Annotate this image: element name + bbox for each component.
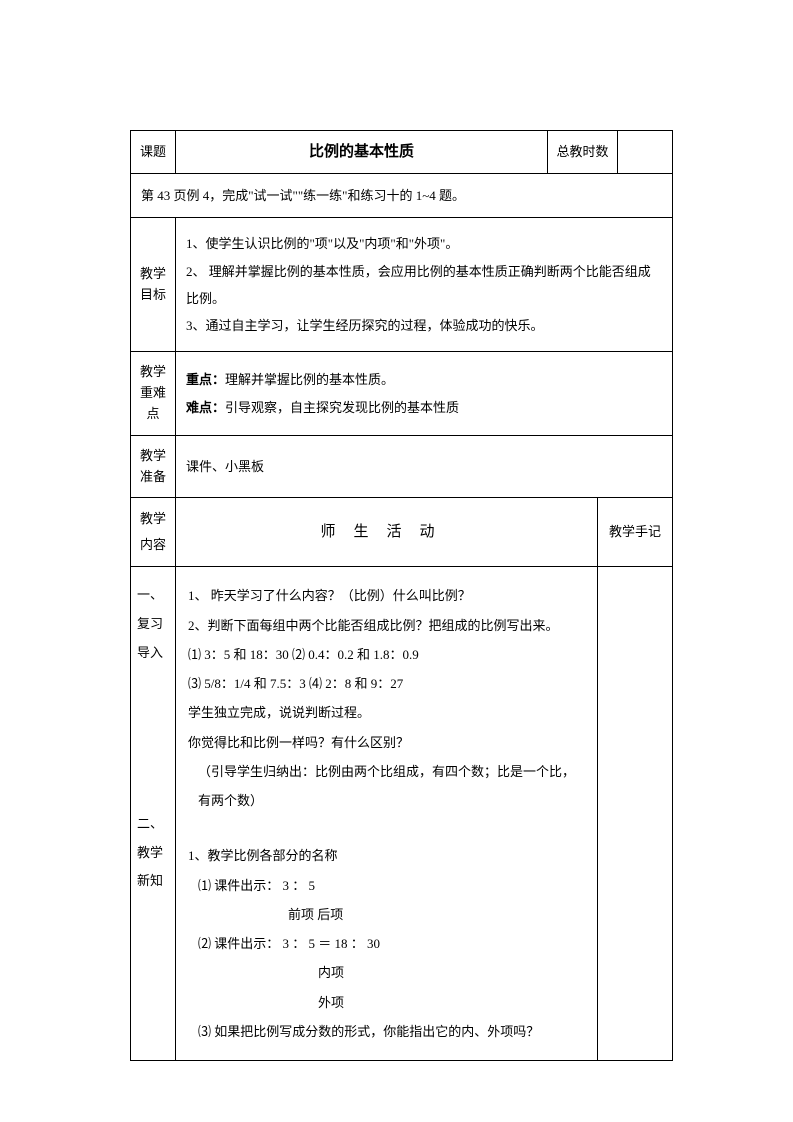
hours-value [618, 131, 673, 174]
topic-value: 比例的基本性质 [176, 131, 548, 174]
preparation-label: 教学准备 [131, 435, 176, 498]
section-labels: 一、复习导入 二、教学新知 [131, 567, 176, 1061]
objectives-label: 教学目标 [131, 218, 176, 352]
difficulty-text: 引导观察，自主探究发现比例的基本性质 [225, 400, 459, 415]
line-8: 1、教学比例各部分的名称 [188, 841, 585, 870]
objective-3: 3、通过自主学习，让学生经历探究的过程，体验成功的快乐。 [186, 312, 662, 339]
line-14: ⑶ 如果把比例写成分数的形式，你能指出它的内、外项吗？ [188, 1017, 585, 1046]
lesson-plan-table: 课题 比例的基本性质 总教时数 第 43 页例 4，完成"试一试""练一练"和练… [130, 130, 673, 498]
focus-label: 重点： [186, 372, 225, 387]
hours-label: 总教时数 [548, 131, 618, 174]
objective-1: 1、使学生认识比例的"项"以及"内项"和"外项"。 [186, 230, 662, 257]
topic-label: 课题 [131, 131, 176, 174]
focus-text: 理解并掌握比例的基本性质。 [225, 372, 394, 387]
objectives-content: 1、使学生认识比例的"项"以及"内项"和"外项"。 2、 理解并掌握比例的基本性… [176, 218, 673, 352]
line-7: （引导学生归纳出：比例由两个比组成，有四个数；比是一个比，有两个数） [188, 757, 585, 816]
line-2: 2、判断下面每组中两个比能否组成比例？把组成的比例写出来。 [188, 611, 585, 640]
preparation-text: 课件、小黑板 [176, 435, 673, 498]
line-3: ⑴ 3：5 和 18：30 ⑵ 0.4：0.2 和 1.8：0.9 [188, 640, 585, 669]
line-6: 你觉得比和比例一样吗？有什么区别？ [188, 728, 585, 757]
line-10: 前项 后项 [188, 900, 585, 929]
content-table: 教学内容 师生活动 教学手记 一、复习导入 二、教学新知 1、 昨天学习了什么内… [130, 498, 673, 1061]
activity-header: 师生活动 [176, 498, 598, 567]
section-1-label: 一、复习导入 [137, 587, 163, 659]
line-1: 1、 昨天学习了什么内容？（比例）什么叫比例？ [188, 581, 585, 610]
line-9: ⑴ 课件出示： 3 ： 5 [188, 871, 585, 900]
activity-content: 1、 昨天学习了什么内容？（比例）什么叫比例？ 2、判断下面每组中两个比能否组成… [176, 567, 598, 1061]
line-11: ⑵ 课件出示： 3 ： 5 ＝ 18 ： 30 [188, 929, 585, 958]
spacer [188, 815, 585, 841]
difficulty-label: 难点： [186, 400, 225, 415]
notes-cell [598, 567, 673, 1061]
line-4: ⑶ 5/8：1/4 和 7.5：3 ⑷ 2：8 和 9：27 [188, 669, 585, 698]
keypoints-content: 重点：理解并掌握比例的基本性质。 难点：引导观察，自主探究发现比例的基本性质 [176, 352, 673, 435]
reference-row: 第 43 页例 4，完成"试一试""练一练"和练习十的 1~4 题。 [131, 174, 673, 218]
objectives-row: 教学目标 1、使学生认识比例的"项"以及"内项"和"外项"。 2、 理解并掌握比… [131, 218, 673, 352]
content-body-row: 一、复习导入 二、教学新知 1、 昨天学习了什么内容？（比例）什么叫比例？ 2、… [131, 567, 673, 1061]
content-header-row: 教学内容 师生活动 教学手记 [131, 498, 673, 567]
line-12: 内项 [188, 958, 585, 987]
header-row: 课题 比例的基本性质 总教时数 [131, 131, 673, 174]
difficulty-line: 难点：引导观察，自主探究发现比例的基本性质 [186, 394, 662, 421]
line-13: 外项 [188, 988, 585, 1017]
section-2-label: 二、教学新知 [137, 816, 163, 888]
line-5: 学生独立完成，说说判断过程。 [188, 698, 585, 727]
objective-2: 2、 理解并掌握比例的基本性质，会应用比例的基本性质正确判断两个比能否组成比例。 [186, 258, 662, 313]
content-label: 教学内容 [131, 498, 176, 567]
focus-line: 重点：理解并掌握比例的基本性质。 [186, 366, 662, 393]
keypoints-label: 教学重难点 [131, 352, 176, 435]
notes-header: 教学手记 [598, 498, 673, 567]
reference-text: 第 43 页例 4，完成"试一试""练一练"和练习十的 1~4 题。 [131, 174, 673, 218]
keypoints-row: 教学重难点 重点：理解并掌握比例的基本性质。 难点：引导观察，自主探究发现比例的… [131, 352, 673, 435]
preparation-row: 教学准备 课件、小黑板 [131, 435, 673, 498]
